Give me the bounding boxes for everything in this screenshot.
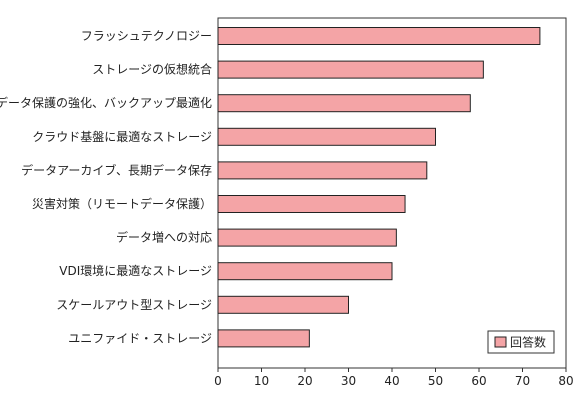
- category-label: データアーカイブ、長期データ保存: [21, 162, 212, 177]
- bar-5: [217, 161, 428, 180]
- x-tick-label: 60: [471, 374, 486, 388]
- bar-7: [217, 228, 397, 247]
- category-label: ストレージの仮想統合: [92, 62, 212, 77]
- category-label: スケールアウト型ストレージ: [56, 298, 212, 312]
- category-label: 災害対策（リモートデータ保護）: [32, 196, 212, 211]
- category-label: フラッシュテクノロジー: [81, 29, 212, 43]
- bar-1: [217, 27, 541, 45]
- category-label: ユニファイド・ストレージ: [68, 331, 212, 345]
- x-tick-label: 80: [558, 374, 573, 388]
- bar-2: [217, 60, 484, 79]
- legend: 回答数: [487, 330, 555, 354]
- legend-label: 回答数: [510, 335, 546, 350]
- bar-4: [217, 127, 436, 146]
- x-axis-ticks: 0 10 20 30 40 50 60 70 80: [214, 368, 574, 388]
- category-label: クラウド基盤に最適なストレージ: [32, 129, 212, 144]
- bar-10: [217, 329, 310, 348]
- bar-8: [217, 262, 393, 281]
- legend-swatch: [494, 336, 507, 348]
- x-tick-label: 10: [254, 374, 269, 388]
- category-label: VDI環境に最適なストレージ: [59, 263, 212, 278]
- x-tick-label: 70: [515, 374, 530, 388]
- x-tick-label: 0: [214, 374, 222, 388]
- bar-6: [217, 195, 406, 213]
- x-tick-label: 30: [341, 374, 356, 388]
- category-label: データ保護の強化、バックアップ最適化: [0, 95, 212, 110]
- bars-group: [217, 27, 541, 348]
- category-label: データ増への対応: [116, 230, 212, 245]
- x-tick-label: 20: [297, 374, 312, 388]
- bar-3: [217, 94, 471, 113]
- x-tick-label: 50: [428, 374, 443, 388]
- category-labels: フラッシュテクノロジーストレージの仮想統合データ保護の強化、バックアップ最適化ク…: [0, 29, 212, 345]
- x-tick-label: 40: [384, 374, 399, 388]
- bar-9: [217, 295, 349, 314]
